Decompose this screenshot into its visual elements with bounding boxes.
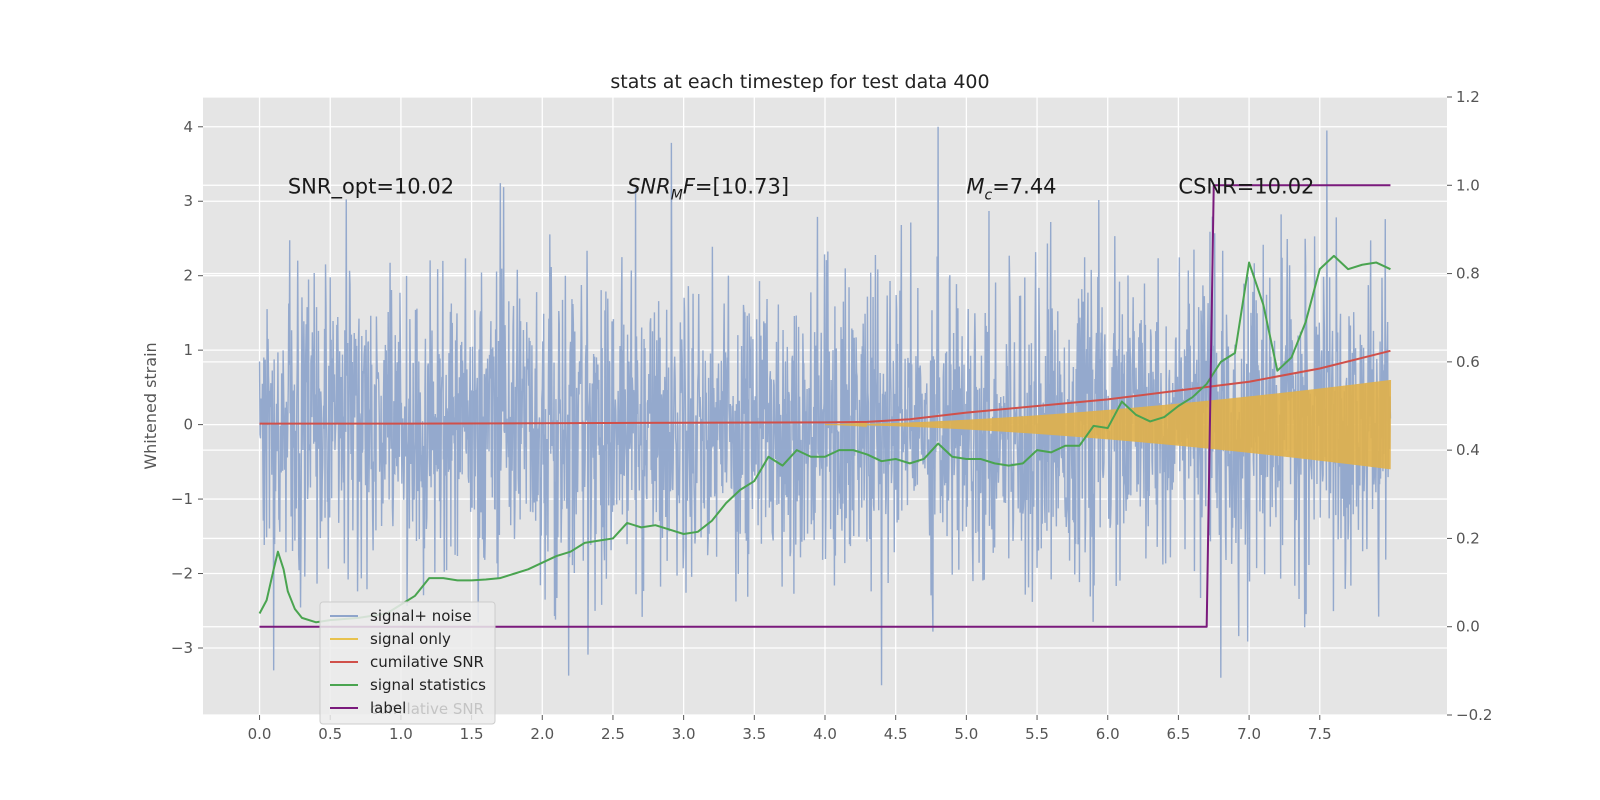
- signal-noise-line: [258, 126, 1392, 686]
- x-tick-label: 6.0: [1096, 725, 1120, 743]
- legend: cumilative SNR signal+ noise signal only cu…: [319, 601, 496, 725]
- x-tick-label: 2.5: [601, 725, 625, 743]
- y-tick-label: −2: [171, 565, 193, 583]
- snr-mf-annotation: SNRMF=[10.73]: [627, 174, 789, 203]
- legend-label: signal only: [370, 630, 451, 648]
- x-tick-label: 1.0: [389, 725, 413, 743]
- x-tick-label: 7.5: [1308, 725, 1332, 743]
- x-tick-label: 0.0: [248, 725, 272, 743]
- x-tick-label: 3.5: [742, 725, 766, 743]
- y-tick-label: 2: [183, 267, 193, 285]
- signal-statistics-line: [258, 254, 1391, 624]
- snr-opt-annotation: SNR_opt=10.02: [288, 174, 454, 199]
- axes: 0.0 0.5 1.0 1.5 2.0 2.5 3.0 3.5 4.0 4.5 5.0 5.5 6.0 6…: [141, 71, 1492, 743]
- y-right-tick-label: 1.0: [1456, 176, 1480, 194]
- y-tick-label: −1: [171, 490, 193, 508]
- x-tick-label: 5.0: [954, 725, 978, 743]
- x-tick-label: 4.5: [884, 725, 908, 743]
- signal-only-line: [825, 379, 1392, 470]
- csnr-annotation: CSNR=10.02: [1178, 174, 1314, 198]
- label-line: [259, 184, 1391, 628]
- legend-label: label: [370, 699, 406, 717]
- x-tick-label: 3.0: [672, 725, 696, 743]
- y-tick-label: 4: [183, 118, 193, 136]
- y-right-tick-label: 0.2: [1456, 529, 1480, 547]
- y-tick-label: 1: [183, 341, 193, 359]
- y-right-tick-label: 1.2: [1456, 88, 1480, 106]
- y-tick-label: −3: [171, 639, 193, 657]
- y-right-tick-label: 0.4: [1456, 441, 1480, 459]
- legend-ghost-text: cumilative SNR: [370, 700, 484, 718]
- legend-label: signal+ noise: [370, 607, 472, 625]
- signal-only-series: [825, 379, 1392, 470]
- x-tick-label: 6.5: [1166, 725, 1190, 743]
- y-right-tick-label: 0.6: [1456, 353, 1480, 371]
- legend-label: cumilative SNR: [370, 653, 484, 671]
- y-tick-label: 3: [183, 192, 193, 210]
- x-tick-label: 4.0: [813, 725, 837, 743]
- chart-title: stats at each timestep for test data 400: [610, 71, 989, 93]
- y-axis-label: Whitened strain: [141, 342, 160, 469]
- y-right-tick-label: −0.2: [1456, 706, 1492, 724]
- x-tick-label: 1.5: [460, 725, 484, 743]
- legend-label: signal statistics: [370, 676, 486, 694]
- x-tick-label: 2.0: [530, 725, 554, 743]
- y-right-tick-label: 0.8: [1456, 265, 1480, 283]
- signal-noise-series: [258, 126, 1392, 686]
- y-tick-label: 0: [183, 416, 193, 434]
- x-tick-label: 7.0: [1237, 725, 1261, 743]
- right-axis-series: [258, 184, 1391, 628]
- x-tick-label: 0.5: [318, 725, 342, 743]
- legend-box: [319, 601, 496, 725]
- mc-annotation: Mc=7.44: [966, 174, 1056, 203]
- annotations: SNR_opt=10.02 SNRMF=[10.73] Mc=7.44 CSNR=10…: [288, 174, 1315, 203]
- y-right-tick-label: 0.0: [1456, 618, 1480, 636]
- cumilative-snr-line: [259, 349, 1391, 425]
- x-tick-label: 5.5: [1025, 725, 1049, 743]
